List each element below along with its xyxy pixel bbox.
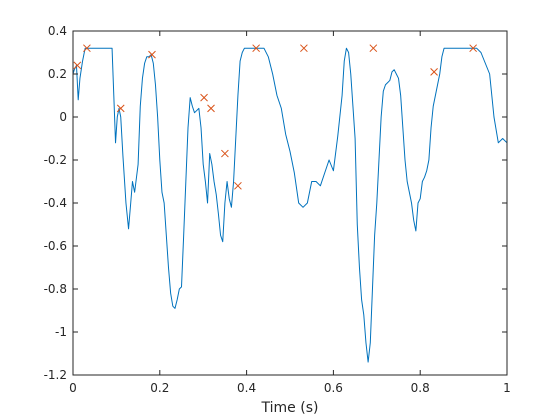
peak-marker [430, 67, 438, 76]
axes-box [72, 30, 508, 376]
y-tick-label: 0.4 [48, 24, 67, 38]
signal-line [72, 47, 508, 363]
peak-marker [200, 93, 208, 102]
peak-marker [83, 44, 91, 53]
y-tick-label: -0.4 [44, 196, 67, 210]
peak-marker [369, 44, 378, 53]
peak-marker [73, 61, 82, 70]
x-axis-label: Time (s) [261, 400, 319, 416]
y-tick-label: 0 [59, 110, 67, 124]
y-tick-label: -0.2 [44, 153, 67, 167]
peak-marker [252, 44, 261, 53]
x-tick-label: 0.2 [150, 381, 169, 395]
peak-marker [469, 44, 478, 53]
peak-marker [116, 104, 125, 113]
y-tick-label: 0.2 [48, 67, 67, 81]
plot-background [73, 31, 507, 375]
peak-marker [234, 181, 242, 190]
peak-marker [207, 104, 215, 113]
y-tick-label: -1 [55, 325, 67, 339]
y-tick-label: -0.6 [44, 239, 67, 253]
series-layer [72, 44, 508, 363]
peak-marker [148, 50, 156, 59]
x-tick-label: 0.8 [411, 381, 430, 395]
x-tick-label: 0.4 [237, 381, 256, 395]
y-tick-label: -0.8 [44, 282, 67, 296]
peak-marker [300, 44, 308, 53]
peak-marker [221, 149, 229, 158]
x-tick-label: 0.6 [324, 381, 343, 395]
y-tick-label: -1.2 [44, 368, 67, 382]
x-tick-label: 0 [69, 381, 77, 395]
x-tick-label: 1 [503, 381, 511, 395]
